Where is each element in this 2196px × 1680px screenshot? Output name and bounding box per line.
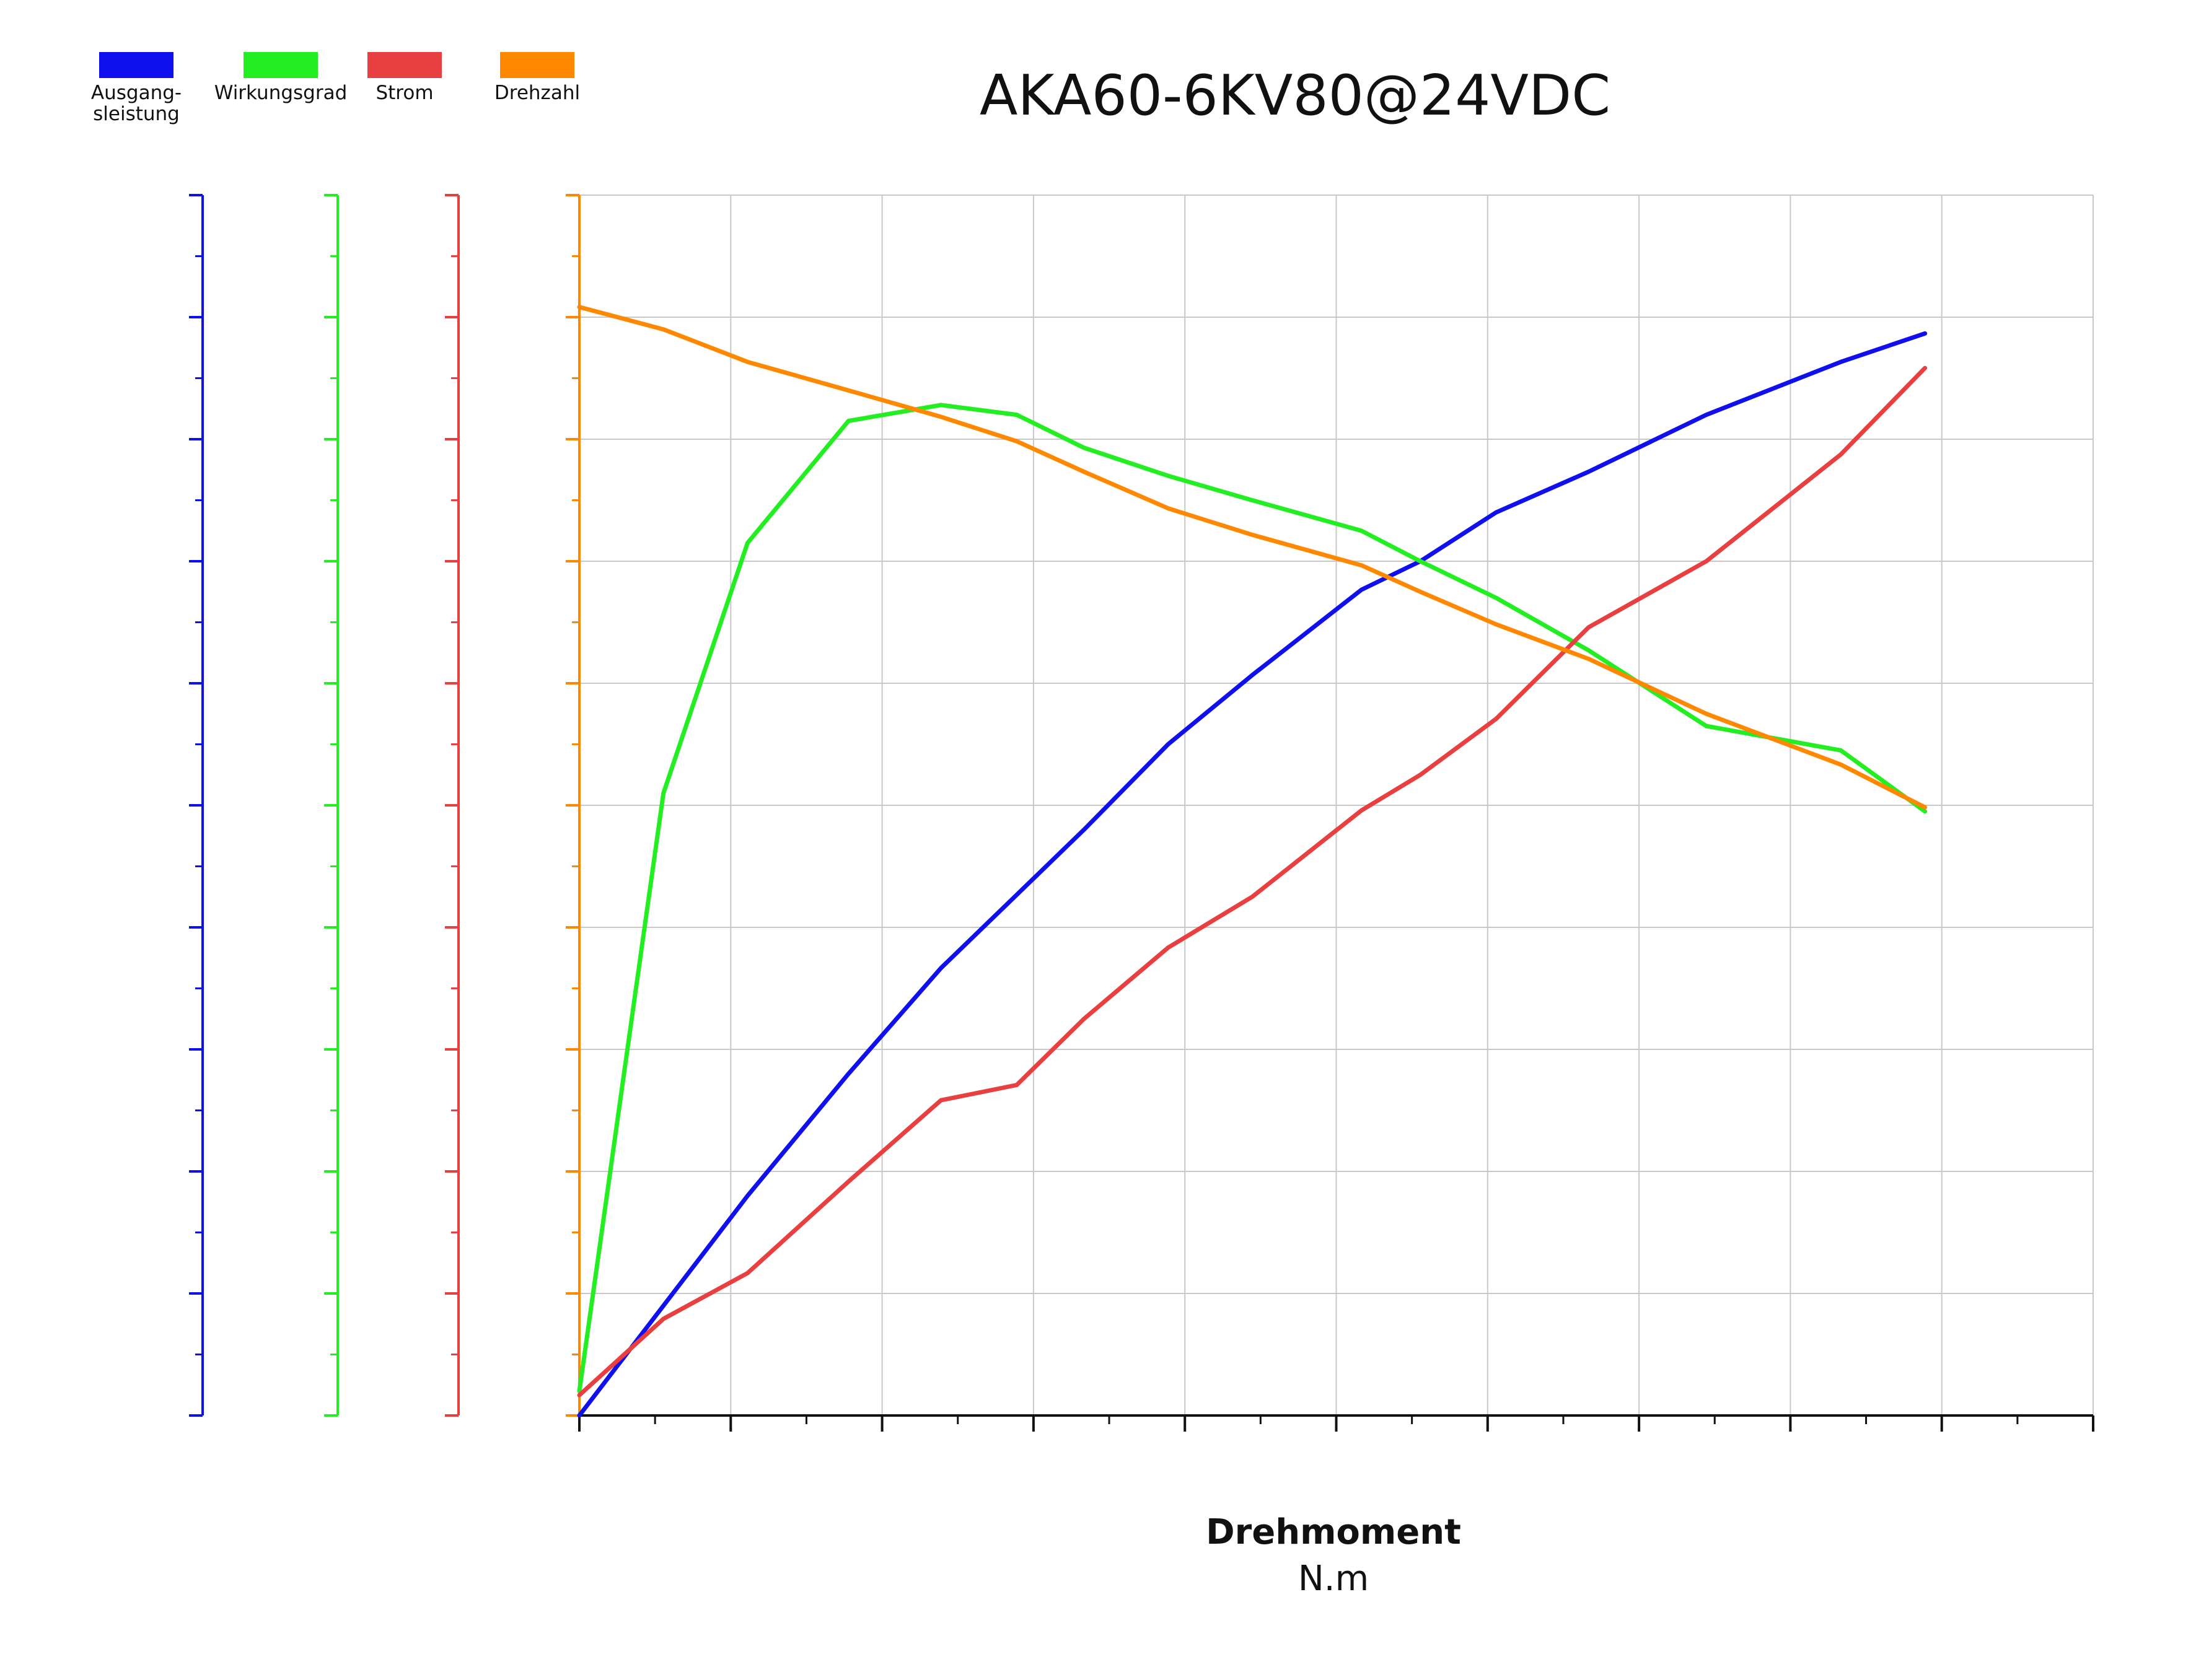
legend-label: Wirkungsgrad bbox=[214, 82, 348, 104]
series-line-power bbox=[577, 331, 1928, 1418]
legend-swatch bbox=[367, 52, 442, 78]
legend-swatch bbox=[500, 52, 574, 78]
series-lines bbox=[577, 305, 1928, 1418]
chart-title: AKA60-6KV80@24VDC bbox=[980, 63, 1610, 128]
legend-label: Strom bbox=[376, 82, 433, 104]
axes bbox=[189, 194, 2094, 1432]
series-line-current bbox=[577, 365, 1928, 1398]
legend: Ausgang-sleistung Wirkungsgrad Strom Drehza… bbox=[91, 52, 580, 125]
x-axis-label: Drehmoment bbox=[1206, 1512, 1461, 1552]
legend-swatch bbox=[244, 52, 318, 78]
legend-label: Drehzahl bbox=[494, 82, 580, 104]
grid-lines bbox=[579, 195, 2094, 1415]
x-axis-unit: N.m bbox=[1298, 1559, 1369, 1599]
legend-label: Ausgang-sleistung bbox=[91, 82, 182, 125]
legend-swatch bbox=[99, 52, 173, 78]
series-line-speed bbox=[577, 305, 1928, 810]
